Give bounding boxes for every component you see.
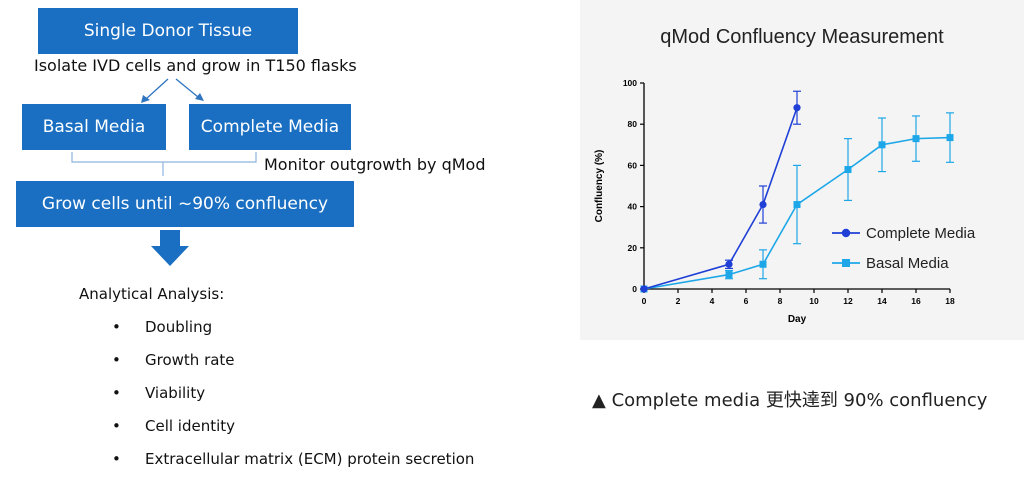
- x-tick-label: 16: [911, 296, 921, 306]
- list-item: Cell identity: [112, 417, 474, 450]
- legend-label: Complete Media: [866, 225, 976, 242]
- data-point-basal: [946, 134, 954, 142]
- x-axis-label: Day: [788, 314, 807, 325]
- split-arrow-left: [145, 78, 169, 100]
- chart-title: qMod Confluency Measurement: [660, 26, 944, 48]
- split-arrow-right: [175, 78, 199, 98]
- analysis-list: Doubling Growth rate Viability Cell iden…: [112, 318, 474, 483]
- isolate-cells-text: Isolate IVD cells and grow in T150 flask…: [34, 56, 357, 75]
- list-item: Growth rate: [112, 351, 474, 384]
- split-arrowhead-right: [195, 93, 204, 101]
- data-point-basal: [844, 166, 852, 174]
- x-tick-label: 12: [843, 296, 853, 306]
- merge-bracket: [71, 152, 257, 163]
- data-point-complete: [793, 104, 801, 112]
- confluency-chart: qMod Confluency Measurement 0 20 40 60 80 100…: [580, 0, 1024, 340]
- data-point-complete: [640, 285, 648, 293]
- complete-media-box: Complete Media: [189, 104, 351, 150]
- down-arrow: [151, 230, 189, 266]
- x-tick-label: 2: [676, 296, 681, 306]
- legend-label: Basal Media: [866, 255, 949, 272]
- single-donor-tissue-box: Single Donor Tissue: [38, 8, 298, 54]
- data-point-complete: [759, 200, 767, 209]
- y-tick-label: 40: [628, 202, 638, 212]
- data-point-basal: [759, 260, 767, 268]
- x-tick-label: 6: [744, 296, 749, 306]
- data-point-basal: [725, 271, 733, 279]
- list-item: Extracellular matrix (ECM) protein secre…: [112, 450, 474, 483]
- x-tick-label: 0: [642, 296, 647, 306]
- analysis-heading: Analytical Analysis:: [79, 285, 225, 303]
- x-tick-label: 14: [877, 296, 887, 306]
- y-axis-label: Confluency (%): [594, 150, 605, 223]
- data-point-basal: [912, 135, 920, 143]
- data-point-basal: [793, 201, 801, 209]
- x-tick-label: 18: [945, 296, 955, 306]
- list-item: Doubling: [112, 318, 474, 351]
- monitor-qmod-text: Monitor outgrowth by qMod: [264, 155, 486, 174]
- y-tick-label: 80: [628, 119, 638, 129]
- caption-text: ▲ Complete media 更快達到 90% confluency: [592, 390, 988, 411]
- data-point-basal: [878, 141, 886, 149]
- x-tick-label: 4: [710, 296, 715, 306]
- y-tick-label: 0: [632, 284, 637, 294]
- x-tick-label: 8: [778, 296, 783, 306]
- series-line-basal: [643, 136, 951, 290]
- list-item: Viability: [112, 384, 474, 417]
- series-line-complete: [643, 107, 798, 290]
- legend-marker-basal: [842, 259, 850, 267]
- y-tick-label: 100: [623, 78, 637, 88]
- x-tick-label: 10: [809, 296, 819, 306]
- y-tick-label: 20: [628, 243, 638, 253]
- grow-cells-box: Grow cells until ~90% confluency: [16, 181, 354, 227]
- y-tick-label: 60: [628, 160, 638, 170]
- data-point-complete: [725, 260, 733, 268]
- legend-marker-complete: [841, 228, 851, 238]
- split-arrowhead-left: [141, 95, 150, 103]
- chart-plot: 0 20 40 60 80 100 0 2 4 6 8 10 12 14 16 18 Day Confluency…: [594, 78, 976, 325]
- basal-media-box: Basal Media: [22, 104, 166, 150]
